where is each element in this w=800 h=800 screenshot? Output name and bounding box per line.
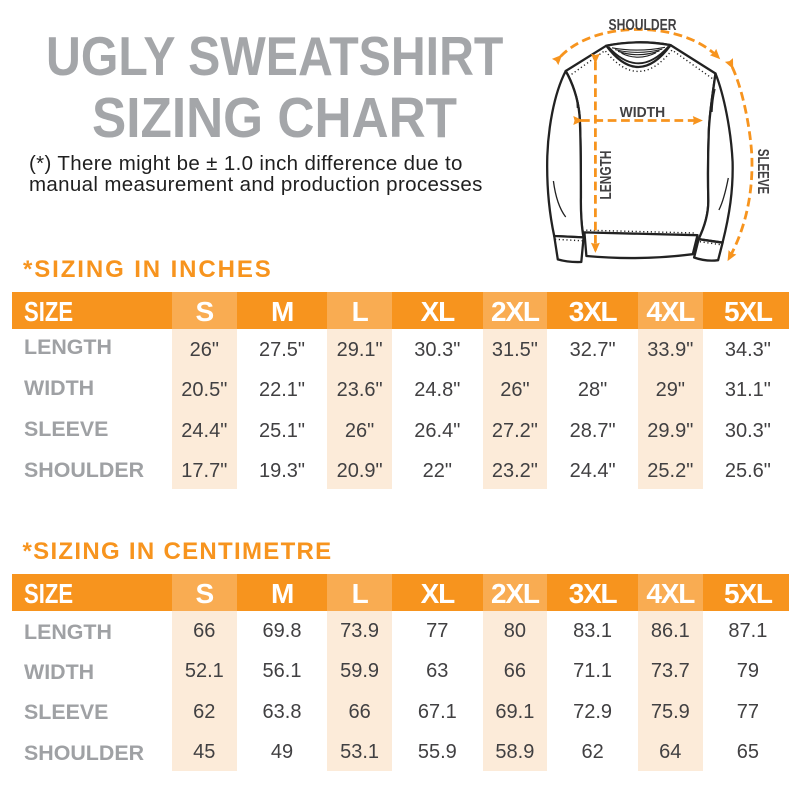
svg-text:LENGTH: LENGTH [598,151,615,200]
svg-text:SHOULDER: SHOULDER [609,17,677,34]
svg-text:SLEEVE: SLEEVE [754,149,771,195]
svg-text:WIDTH: WIDTH [620,104,666,121]
